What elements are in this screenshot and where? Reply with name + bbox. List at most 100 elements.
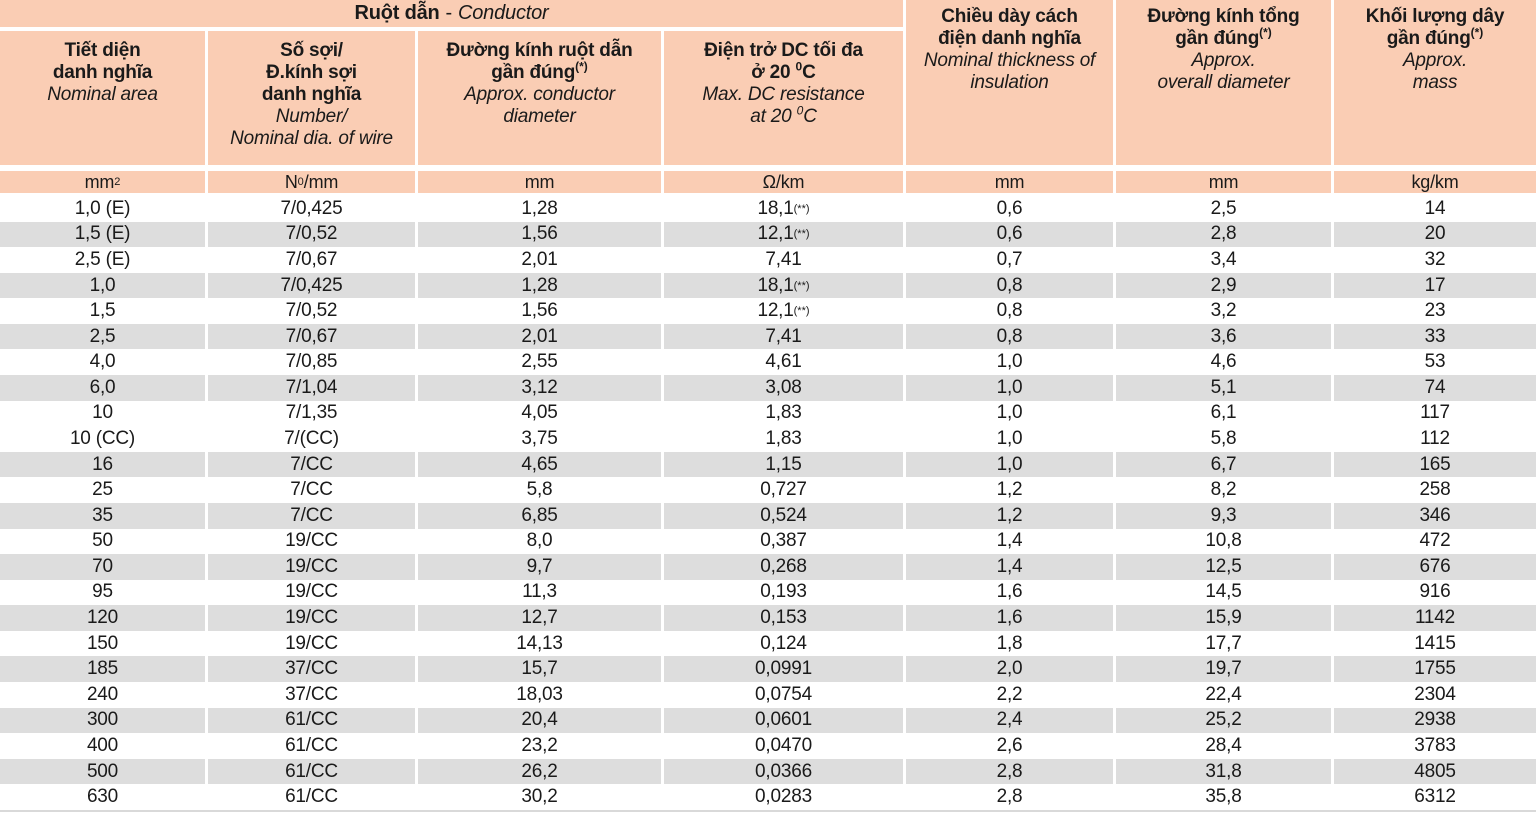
table-cell: 2,8	[906, 758, 1113, 785]
table-cell: 4,0	[0, 349, 205, 376]
table-cell: 16	[0, 451, 205, 478]
table-row: 95 19/CC 11,3 0,193 1,6 14,5 916	[0, 579, 1536, 606]
table-cell: 1,6	[906, 579, 1113, 606]
table-row: 630 61/CC 30,2 0,0283 2,8 35,8 6312	[0, 784, 1536, 810]
table-row: 240 37/CC 18,03 0,0754 2,2 22,4 2304	[0, 681, 1536, 708]
table-cell: 0,387	[664, 528, 903, 555]
table-cell: 19/CC	[208, 605, 415, 631]
table-cell: 120	[0, 605, 205, 631]
table-cell: 7/1,35	[208, 400, 415, 427]
table-cell: 2938	[1334, 707, 1536, 734]
table-cell: 5,8	[1116, 426, 1331, 452]
table-cell: 3783	[1334, 733, 1536, 759]
table-row: 400 61/CC 23,2 0,0470 2,6 28,4 3783	[0, 733, 1536, 759]
column-header-number-nominal-dia: Số sợi/Đ.kính sợi danh nghĩa Number/Nomin…	[208, 31, 415, 165]
table-cell: 1,83	[664, 426, 903, 452]
table-cell: 0,124	[664, 630, 903, 657]
table-row: 4,0 7/0,85 2,55 4,61 1,0 4,6 53	[0, 349, 1536, 376]
column-header-nominal-area: Tiết diện danh nghĩa Nominal area	[0, 31, 205, 165]
table-row: 300 61/CC 20,4 0,0601 2,4 25,2 2938	[0, 707, 1536, 734]
unit-cell-overall-diameter: mm	[1116, 171, 1331, 193]
table-cell: 0,6	[906, 196, 1113, 222]
table-cell: 500	[0, 758, 205, 785]
table-cell: 12,1 (**)	[664, 298, 903, 324]
table-cell: 1,83	[664, 400, 903, 427]
unit-cell-insulation-thickness: mm	[906, 171, 1113, 193]
table-cell: 61/CC	[208, 758, 415, 785]
table-cell: 346	[1334, 502, 1536, 529]
table-row: 185 37/CC 15,7 0,0991 2,0 19,7 1755	[0, 656, 1536, 682]
table-cell: 2,4	[906, 707, 1113, 734]
table-cell: 37/CC	[208, 656, 415, 682]
column-header-vi: Tiết diện danh nghĩa	[52, 40, 153, 83]
table-cell: 150	[0, 630, 205, 657]
table-cell: 2,5	[1116, 196, 1331, 222]
table-cell: 0,0366	[664, 758, 903, 785]
table-row: 2,5 7/0,67 2,01 7,41 0,8 3,6 33	[0, 323, 1536, 350]
table-cell: 676	[1334, 554, 1536, 580]
table-cell: 1,8	[906, 630, 1113, 657]
table-cell: 1,0	[906, 426, 1113, 452]
column-header-en: Nominal thickness of insulation	[923, 50, 1096, 93]
table-cell: 11,3	[418, 579, 661, 606]
column-header-en: Number/Nominal dia. of wire	[230, 106, 393, 149]
table-cell: 0,8	[906, 323, 1113, 350]
table-cell: 1,4	[906, 554, 1113, 580]
conductor-group-title-vi: Ruột dẫn	[354, 2, 440, 24]
table-cell: 2304	[1334, 681, 1536, 708]
column-header-vi: Khối lượng dây gần đúng(*)	[1365, 6, 1505, 49]
table-cell: 630	[0, 784, 205, 810]
table-cell: 6,7	[1116, 451, 1331, 478]
table-cell: 2,0	[906, 656, 1113, 682]
unit-cell-dc-resistance: Ω/km	[664, 171, 903, 193]
table-cell: 6312	[1334, 784, 1536, 810]
table-cell: 8,2	[1116, 477, 1331, 503]
table-cell: 12,5	[1116, 554, 1331, 580]
table-cell: 19,7	[1116, 656, 1331, 682]
table-cell: 0,0470	[664, 733, 903, 759]
table-cell: 12,7	[418, 605, 661, 631]
table-cell: 0,0601	[664, 707, 903, 734]
table-cell: 0,8	[906, 298, 1113, 324]
table-cell: 50	[0, 528, 205, 555]
table-cell: 53	[1334, 349, 1536, 376]
table-cell: 95	[0, 579, 205, 606]
table-cell: 5,8	[418, 477, 661, 503]
table-cell: 0,0991	[664, 656, 903, 682]
table-cell: 4,6	[1116, 349, 1331, 376]
table-cell: 6,85	[418, 502, 661, 529]
table-cell: 1,0	[0, 272, 205, 299]
table-cell: 0,6	[906, 221, 1113, 248]
table-cell: 15,9	[1116, 605, 1331, 631]
table-cell: 31,8	[1116, 758, 1331, 785]
table-cell: 4,05	[418, 400, 661, 427]
table-cell: 23,2	[418, 733, 661, 759]
table-cell: 0,193	[664, 579, 903, 606]
table-cell: 61/CC	[208, 707, 415, 734]
table-cell: 240	[0, 681, 205, 708]
table-cell: 300	[0, 707, 205, 734]
table-cell: 14	[1334, 196, 1536, 222]
table-cell: 1,28	[418, 272, 661, 299]
table-cell: 1,2	[906, 477, 1113, 503]
table-cell: 1,56	[418, 221, 661, 248]
table-cell: 23	[1334, 298, 1536, 324]
column-header-en: Approx. conductor diameter	[464, 84, 615, 127]
table-cell: 0,153	[664, 605, 903, 631]
table-cell: 15,7	[418, 656, 661, 682]
column-header-en: Max. DC resistance at 20 0C	[702, 84, 865, 127]
table-row: 1,0 7/0,425 1,28 18,1 (**) 0,8 2,9 17	[0, 272, 1536, 299]
table-cell: 1,0	[906, 375, 1113, 401]
table-cell: 18,1 (**)	[664, 272, 903, 299]
table-cell: 20,4	[418, 707, 661, 734]
conductor-group-header: Ruột dẫn - Conductor	[0, 0, 903, 27]
table-cell: 1,0	[906, 451, 1113, 478]
table-row: 150 19/CC 14,13 0,124 1,8 17,7 1415	[0, 630, 1536, 657]
table-cell: 19/CC	[208, 554, 415, 580]
table-cell: 35	[0, 502, 205, 529]
table-cell: 2,5 (E)	[0, 247, 205, 273]
table-cell: 4805	[1334, 758, 1536, 785]
table-cell: 9,7	[418, 554, 661, 580]
table-cell: 3,08	[664, 375, 903, 401]
